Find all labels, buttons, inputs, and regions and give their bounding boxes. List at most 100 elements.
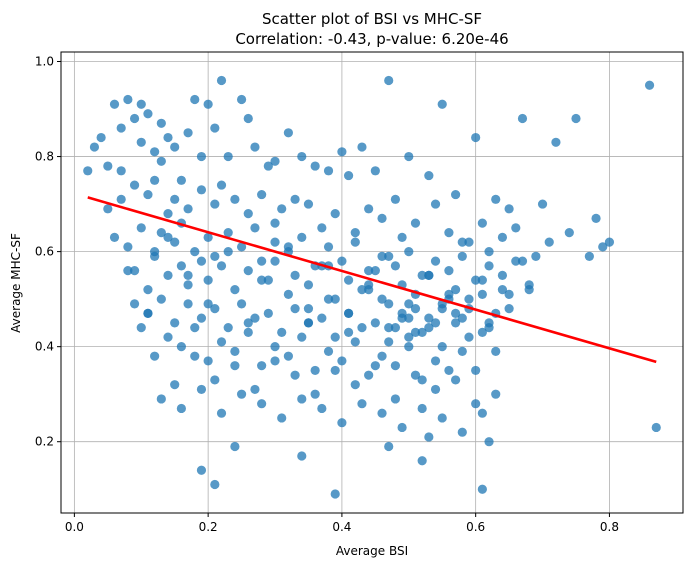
scatter-point xyxy=(484,318,494,328)
scatter-point xyxy=(477,484,487,494)
scatter-point xyxy=(497,285,508,295)
scatter-point xyxy=(270,342,280,352)
scatter-point xyxy=(377,408,387,418)
scatter-point xyxy=(477,218,487,228)
scatter-point xyxy=(384,251,394,261)
scatter-point xyxy=(430,256,441,266)
scatter-point xyxy=(270,356,280,366)
scatter-point xyxy=(176,342,186,352)
scatter-point xyxy=(230,285,240,295)
scatter-point xyxy=(504,304,514,314)
scatter-point xyxy=(109,232,120,242)
scatter-point xyxy=(170,237,180,247)
scatter-point xyxy=(143,308,153,318)
scatter-point xyxy=(357,323,367,333)
scatter-point xyxy=(323,242,334,252)
scatter-point xyxy=(250,313,260,323)
scatter-point xyxy=(457,251,467,261)
scatter-point xyxy=(551,137,561,147)
scatter-point xyxy=(250,223,260,233)
scatter-point xyxy=(384,441,394,452)
scatter-point xyxy=(457,313,467,323)
scatter-point xyxy=(404,247,414,257)
scatter-point xyxy=(350,380,360,390)
scatter-point xyxy=(89,142,100,152)
scatter-point xyxy=(310,389,320,399)
scatter-point xyxy=(397,422,407,433)
scatter-point xyxy=(150,175,160,185)
scatter-point xyxy=(196,465,207,475)
scatter-point xyxy=(404,151,414,162)
scatter-point xyxy=(136,323,146,333)
scatter-point xyxy=(317,313,327,323)
y-tick-label: 0.6 xyxy=(35,245,54,259)
scatter-point xyxy=(484,247,494,257)
scatter-point xyxy=(216,75,227,86)
scatter-point xyxy=(116,194,126,204)
scatter-point xyxy=(317,223,327,233)
scatter-point xyxy=(270,237,280,247)
scatter-point xyxy=(129,180,140,190)
scatter-point xyxy=(457,237,467,247)
scatter-point xyxy=(196,185,207,195)
x-tick-label: 0.2 xyxy=(199,520,218,534)
scatter-point xyxy=(290,304,300,314)
scatter-point xyxy=(303,318,314,328)
scatter-point xyxy=(183,299,193,309)
scatter-point xyxy=(176,261,186,271)
scatter-point xyxy=(176,403,186,414)
scatter-point xyxy=(384,337,394,347)
scatter-point xyxy=(330,365,340,376)
scatter-point xyxy=(136,223,146,233)
scatter-point xyxy=(377,294,387,304)
scatter-point xyxy=(477,408,487,418)
scatter-point xyxy=(350,227,360,238)
scatter-point xyxy=(377,351,387,361)
scatter-point xyxy=(471,365,481,376)
scatter-point xyxy=(96,132,106,143)
scatter-point xyxy=(283,128,293,138)
scatter-point xyxy=(176,175,186,185)
scatter-point xyxy=(243,327,253,338)
scatter-point xyxy=(283,351,293,361)
scatter-point xyxy=(564,227,574,238)
scatter-point xyxy=(236,94,247,105)
scatter-point xyxy=(424,270,434,280)
scatter-point xyxy=(163,232,173,242)
scatter-point xyxy=(504,289,514,299)
scatter-point xyxy=(451,285,461,295)
scatter-point xyxy=(170,380,180,390)
scatter-point xyxy=(357,142,367,152)
x-tick-label: 0.4 xyxy=(332,520,351,534)
scatter-point xyxy=(430,356,441,366)
scatter-point xyxy=(103,204,113,214)
scatter-point xyxy=(471,132,481,143)
y-tick-label: 0.8 xyxy=(35,150,54,164)
scatter-point xyxy=(129,266,140,276)
scatter-point xyxy=(196,256,207,266)
scatter-point xyxy=(451,375,461,385)
scatter-point xyxy=(283,242,293,252)
scatter-point xyxy=(183,270,193,280)
scatter-point xyxy=(196,313,207,323)
scatter-point xyxy=(310,365,320,376)
scatter-point xyxy=(604,237,615,247)
scatter-point xyxy=(277,204,287,214)
scatter-point xyxy=(223,227,233,238)
scatter-point xyxy=(156,156,166,166)
scatter-point xyxy=(210,123,220,133)
scatter-point xyxy=(323,346,334,357)
grid-layer xyxy=(61,52,683,513)
scatter-point xyxy=(330,294,340,304)
scatter-point xyxy=(123,242,133,252)
scatter-point xyxy=(109,99,120,109)
scatter-point xyxy=(317,403,327,414)
scatter-point xyxy=(491,194,501,204)
scatter-point xyxy=(397,232,407,242)
scatter-point xyxy=(471,275,481,285)
scatter-point xyxy=(150,251,160,261)
scatter-point xyxy=(451,189,461,200)
scatter-point xyxy=(343,170,354,181)
scatter-point xyxy=(390,261,401,271)
